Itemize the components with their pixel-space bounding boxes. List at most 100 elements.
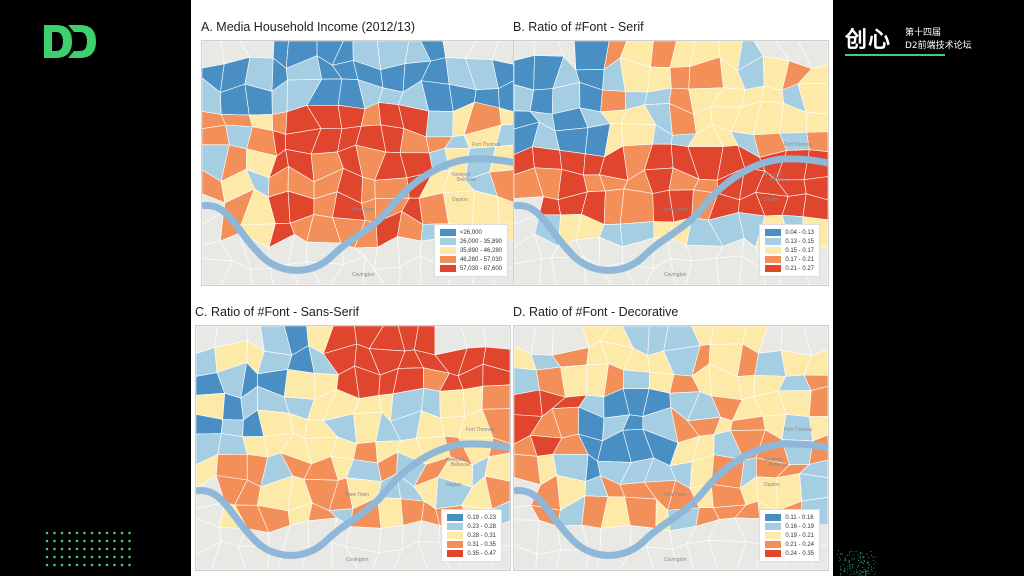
decorative-speck [845, 559, 847, 561]
decorative-speck [851, 557, 853, 559]
decorative-speck [844, 567, 846, 569]
map-place-label: Bellevue [457, 177, 476, 183]
decorative-dot [105, 563, 109, 567]
slide: A. Media Household Income (2012/13) New … [191, 0, 833, 576]
decorative-speck [859, 553, 861, 555]
panel-c: C. Ratio of #Font - Sans-Serif New Town D… [195, 305, 511, 571]
legend-item: 0.21 - 0.24 [765, 540, 814, 549]
map-region [491, 59, 516, 90]
decorative-dot [53, 563, 56, 567]
map-region [202, 124, 230, 146]
decorative-dot [60, 547, 64, 551]
legend-item: 35,890 - 46,280 [439, 246, 502, 255]
decorative-dot [53, 555, 56, 559]
decorative-dot [45, 539, 49, 543]
map-region [802, 193, 828, 221]
map-region [202, 41, 225, 69]
decorative-dot [90, 555, 94, 559]
decorative-dot [83, 539, 86, 543]
map-place-label: New Town [346, 492, 369, 498]
map-place-label: Fort Thomas [466, 427, 495, 433]
decorative-speck [856, 572, 858, 574]
map-region [803, 374, 828, 391]
panel-a: A. Media Household Income (2012/13) New … [201, 20, 517, 286]
map-region [799, 473, 828, 502]
decorative-speck [860, 556, 862, 558]
legend-label: 26,000 - 35,890 [459, 238, 502, 245]
choropleth-map: New Town Dayton Newport Bellevue Covington Fo… [513, 40, 829, 286]
map-region [797, 82, 828, 115]
decorative-speck [874, 556, 876, 558]
map-region [514, 544, 538, 570]
legend-swatch [765, 523, 782, 530]
decorative-speck [859, 556, 861, 558]
decorative-speck [860, 571, 862, 573]
map-region [532, 146, 563, 170]
decorative-dot [75, 531, 79, 535]
decorative-speck [866, 570, 868, 572]
decorative-dot [45, 531, 49, 535]
map-region [257, 409, 294, 437]
legend-swatch [439, 256, 456, 263]
decorative-dot [90, 547, 94, 551]
map-region [715, 255, 743, 285]
decorative-dot [98, 539, 101, 543]
legend-item: 0.21 - 0.27 [765, 264, 814, 273]
map-region [645, 258, 677, 285]
map-region [739, 255, 766, 285]
decorative-dot [113, 563, 116, 567]
decorative-speck [840, 553, 842, 555]
map-place-label: New Town [352, 207, 375, 213]
legend-item: 0.19 - 0.23 [447, 513, 496, 522]
decorative-dot-grid [45, 531, 131, 567]
decorative-speck [861, 574, 863, 576]
decorative-dot [60, 539, 64, 543]
map-region [378, 525, 404, 553]
decorative-dot [105, 539, 109, 543]
map-region [417, 540, 451, 570]
map-region [621, 123, 656, 147]
decorative-speck [868, 573, 870, 575]
map-region [337, 104, 366, 130]
map-region [331, 542, 359, 570]
map-region [707, 540, 747, 570]
decorative-speck [848, 559, 850, 561]
map-region [495, 123, 516, 147]
map-place-label: New Town [664, 207, 687, 213]
map-legend: 0.04 - 0.13 0.13 - 0.15 0.15 - 0.17 0.17… [759, 224, 820, 277]
legend-swatch [765, 265, 782, 272]
map-place-label: Dayton [764, 197, 780, 203]
map-place-label: Covington [664, 557, 687, 563]
decorative-speck [851, 563, 853, 565]
legend-label: 0.15 - 0.17 [785, 247, 814, 254]
decorative-dot [90, 531, 94, 535]
map-region [538, 196, 562, 216]
map-region [560, 364, 588, 398]
decorative-dot [68, 563, 71, 567]
river [202, 155, 516, 274]
decorative-dot [128, 547, 131, 551]
decorative-speck [858, 559, 860, 561]
decorative-dot [113, 531, 116, 535]
legend-label: 0.19 - 0.23 [467, 514, 496, 521]
map-region [377, 497, 404, 529]
decorative-speck [871, 566, 873, 568]
decorative-speck [866, 562, 868, 564]
decorative-speck [867, 570, 869, 572]
legend-item: 0.24 - 0.35 [765, 549, 814, 558]
map-place-label: Newport [446, 457, 465, 463]
decorative-dot [90, 539, 94, 543]
map-region [736, 541, 766, 570]
decorative-speck [843, 569, 845, 571]
decorative-speck [865, 570, 867, 572]
decorative-speck [865, 573, 867, 575]
decorative-speck [864, 560, 866, 562]
map-region [491, 41, 516, 66]
decorative-speck [850, 570, 852, 572]
decorative-speck [854, 573, 856, 575]
decorative-dot [75, 539, 79, 543]
decorative-dot [105, 531, 109, 535]
decorative-dot [68, 547, 71, 551]
map-region [809, 386, 828, 417]
decorative-dot [45, 547, 49, 551]
